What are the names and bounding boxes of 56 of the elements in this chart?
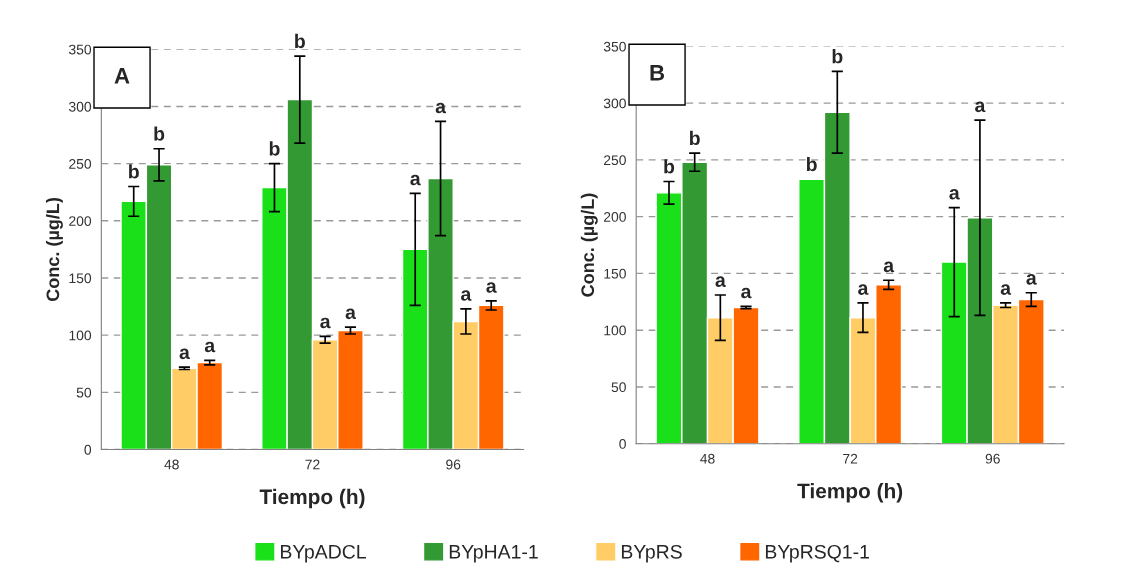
x-axis-title: Tiempo (h) — [259, 488, 365, 509]
annotation: a — [179, 348, 190, 360]
x-tick-label: 48 — [700, 453, 715, 464]
x-tick-label: 96 — [985, 453, 1000, 464]
annotation: b — [806, 156, 817, 172]
y-tick-label: 0 — [619, 439, 626, 449]
annotation: a — [320, 317, 331, 329]
annotation: a — [410, 174, 421, 186]
annotation: a — [1026, 274, 1037, 285]
annotation: b — [154, 126, 165, 141]
y-tick-label: 250 — [69, 158, 92, 169]
annotation: a — [461, 290, 472, 301]
annotation: b — [690, 130, 700, 146]
y-tick-label: 100 — [69, 330, 92, 341]
text: b — [295, 33, 305, 49]
x-tick-label: 48 — [164, 459, 179, 470]
annotation: a — [204, 341, 216, 353]
annotation: a — [435, 102, 447, 114]
y-tick-label: 50 — [611, 382, 626, 393]
y-tick-label: 200 — [69, 216, 92, 226]
y-tick-label: 350 — [603, 41, 626, 52]
y-tick-label: 200 — [604, 212, 626, 222]
annotation: a — [883, 261, 895, 273]
annotation: a — [975, 101, 986, 113]
annotation: a — [345, 308, 356, 320]
annotation: a — [858, 284, 869, 295]
y-tick-label: 250 — [604, 155, 626, 166]
y-tick-label: 350 — [68, 44, 92, 55]
x-axis-title: Tiempo (h) — [797, 483, 903, 503]
y-axis-title: Conc. (µg/L) — [45, 197, 63, 301]
x-tick-label: 72 — [305, 459, 320, 470]
y-tick-label: 300 — [68, 101, 92, 112]
y-tick-label: 150 — [604, 268, 626, 279]
x-tick-label: 72 — [843, 453, 858, 464]
annotation: A — [114, 68, 130, 84]
legend-label: BYpRS — [621, 544, 682, 563]
annotation: a — [741, 287, 752, 299]
y-axis-title: Conc. (µg/L) — [580, 193, 598, 297]
y-tick-label: 300 — [603, 98, 626, 109]
y-tick-label: 50 — [76, 387, 92, 398]
annotation: a — [949, 188, 960, 200]
annotation: b — [129, 164, 139, 179]
annotation: b — [832, 49, 843, 64]
legend-label: BYpHA1-1 — [449, 545, 538, 563]
annotation: B — [650, 65, 665, 81]
annotation: a — [715, 276, 726, 287]
legend-label: BYpADCL — [281, 544, 366, 563]
annotation: b — [269, 141, 280, 156]
annotation: a — [1000, 284, 1012, 295]
y-tick-label: 100 — [604, 325, 626, 336]
y-tick-label: 150 — [69, 273, 92, 284]
annotation: a — [486, 282, 497, 293]
x-tick-label: 96 — [446, 459, 461, 470]
legend-label: BYpRSQ1-1 — [765, 544, 869, 563]
annotation: b — [664, 159, 675, 174]
y-tick-label: 0 — [84, 444, 92, 455]
